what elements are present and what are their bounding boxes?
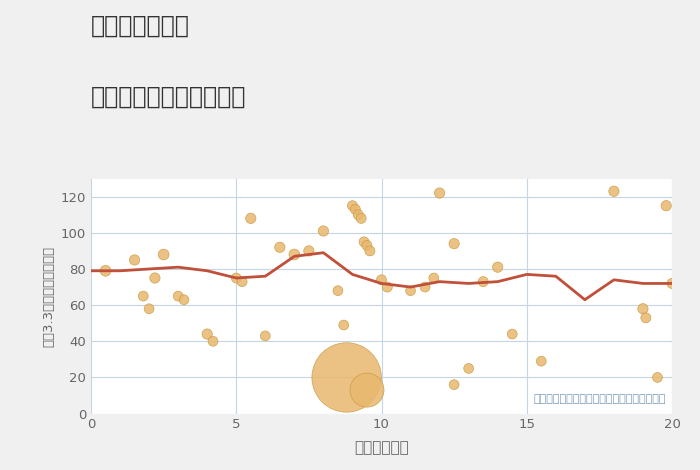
Point <box>608 188 620 195</box>
Point <box>382 283 393 291</box>
Text: 駅距離別中古戸建て価格: 駅距離別中古戸建て価格 <box>91 85 246 109</box>
Point <box>536 357 547 365</box>
Point <box>652 374 663 381</box>
Point <box>172 292 183 300</box>
Point <box>289 251 300 258</box>
Point <box>245 215 256 222</box>
Point <box>338 321 349 329</box>
Point <box>361 386 372 394</box>
Point <box>202 330 213 338</box>
Point <box>149 274 160 282</box>
Point <box>332 287 344 294</box>
Point <box>260 332 271 340</box>
Point <box>274 243 286 251</box>
Point <box>361 242 372 249</box>
Point <box>463 365 475 372</box>
Point <box>129 256 140 264</box>
Point <box>346 202 358 210</box>
Y-axis label: 坪（3.3㎡）単価（万円）: 坪（3.3㎡）単価（万円） <box>42 245 55 347</box>
Point <box>237 278 248 285</box>
Point <box>178 296 190 304</box>
Point <box>419 283 430 291</box>
Point <box>449 240 460 247</box>
Point <box>358 238 370 246</box>
Point <box>449 381 460 388</box>
Point <box>376 276 387 283</box>
Point <box>666 280 678 287</box>
Point <box>507 330 518 338</box>
Point <box>350 205 361 213</box>
Point <box>207 337 218 345</box>
Text: 愛知県植大駅の: 愛知県植大駅の <box>91 14 190 38</box>
Point <box>492 263 503 271</box>
Point <box>341 374 352 381</box>
Point <box>138 292 149 300</box>
Text: 円の大きさは、取引のあった物件面積を示す: 円の大きさは、取引のあった物件面積を示す <box>533 394 666 404</box>
Point <box>364 247 375 255</box>
Point <box>353 211 364 219</box>
X-axis label: 駅距離（分）: 駅距離（分） <box>354 440 409 455</box>
Point <box>405 287 416 294</box>
Point <box>356 215 367 222</box>
Point <box>661 202 672 210</box>
Point <box>158 251 169 258</box>
Point <box>477 278 489 285</box>
Point <box>231 274 242 282</box>
Point <box>640 314 652 321</box>
Point <box>100 267 111 274</box>
Point <box>303 247 314 255</box>
Point <box>428 274 440 282</box>
Point <box>434 189 445 197</box>
Point <box>144 305 155 313</box>
Point <box>638 305 649 313</box>
Point <box>318 227 329 235</box>
